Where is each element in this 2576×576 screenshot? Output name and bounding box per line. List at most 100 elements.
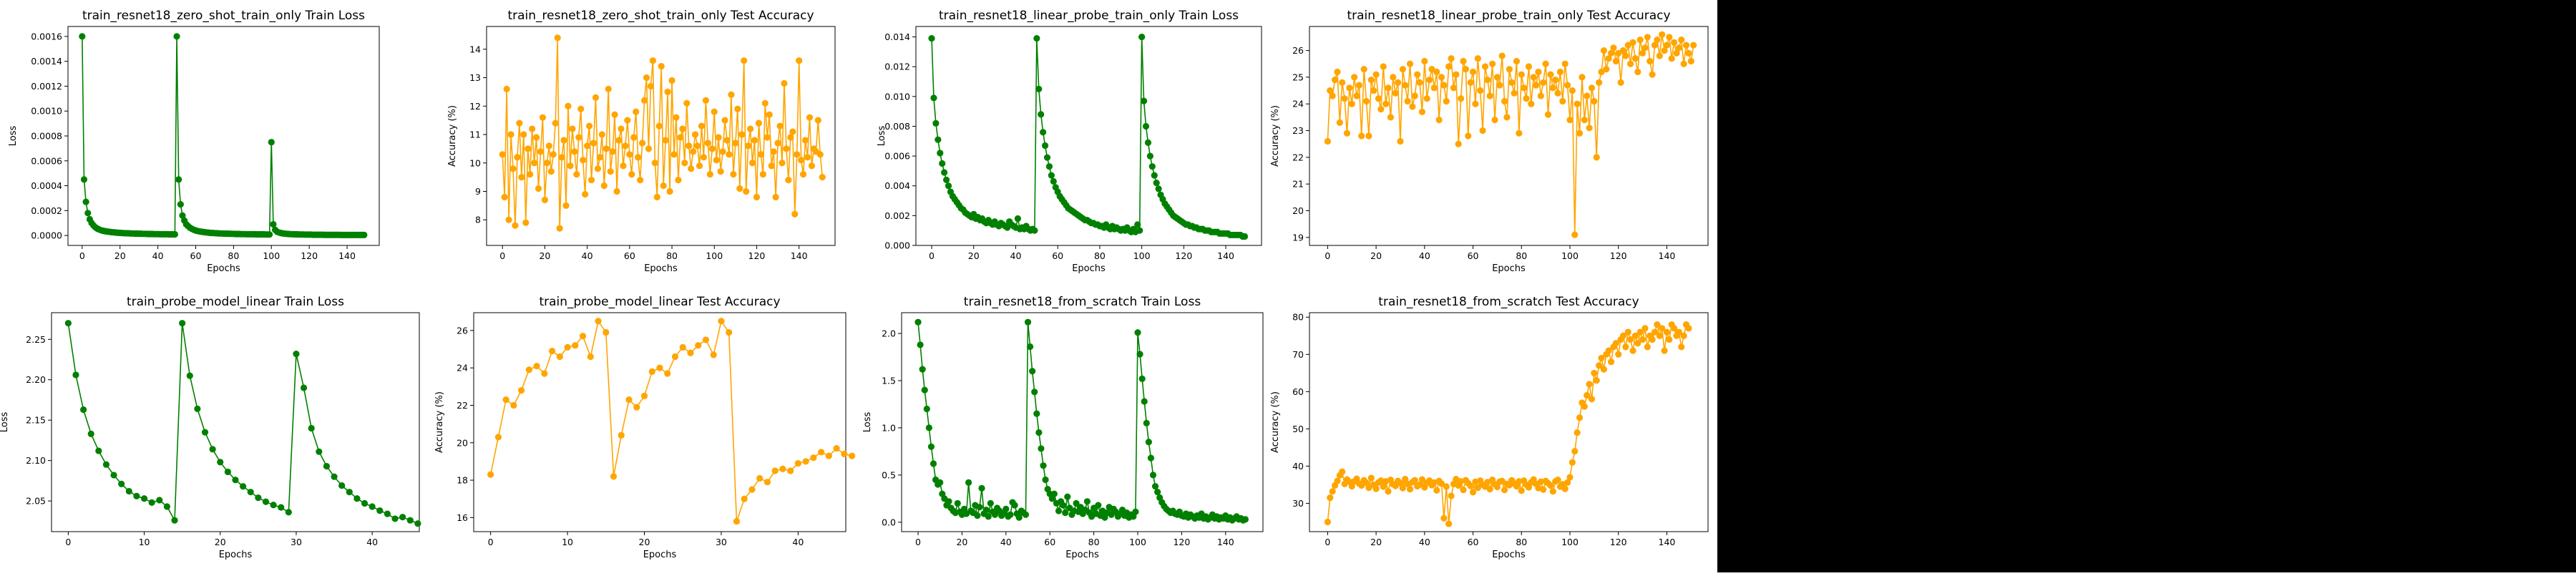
data-point — [626, 151, 633, 158]
data-point — [1418, 476, 1426, 483]
data-point — [741, 57, 748, 64]
data-point — [698, 122, 706, 130]
data-point — [1033, 35, 1040, 42]
data-point — [1629, 39, 1636, 46]
x-tick-label: 120 — [1610, 537, 1627, 547]
data-point — [595, 318, 602, 325]
data-point — [794, 151, 801, 158]
data-point — [965, 479, 972, 487]
data-point — [572, 342, 579, 349]
x-tick-label: 20 — [1370, 537, 1382, 547]
x-axis-label: Epochs — [1072, 263, 1106, 274]
y-tick-label: 0.002 — [884, 210, 910, 221]
data-point — [1409, 103, 1416, 110]
data-point — [1149, 472, 1157, 479]
data-point — [1460, 487, 1467, 494]
y-tick-label: 11 — [469, 130, 481, 140]
data-point — [361, 231, 368, 238]
data-point — [942, 176, 950, 184]
chart-panel-8: train_resnet18_from_scratch Test Accurac… — [1270, 295, 1709, 560]
data-point — [585, 122, 593, 130]
x-tick-label: 120 — [748, 250, 766, 261]
data-point — [84, 210, 92, 217]
data-point — [1690, 42, 1697, 49]
y-tick-label: 0.000 — [884, 240, 910, 251]
x-tick-label: 20 — [956, 537, 967, 547]
data-point — [1678, 343, 1685, 351]
data-point — [1138, 375, 1146, 382]
data-point — [1598, 68, 1605, 76]
data-point — [547, 168, 555, 175]
data-point — [1680, 60, 1687, 67]
data-point — [1458, 95, 1465, 102]
x-tick-label: 60 — [190, 250, 202, 261]
data-point — [1561, 60, 1568, 67]
data-point — [1138, 33, 1146, 41]
data-point — [201, 429, 209, 436]
data-point — [562, 202, 570, 209]
figure-svg: train_resnet18_zero_shot_train_only Trai… — [0, 9, 1709, 560]
data-point — [602, 328, 610, 336]
data-point — [1145, 439, 1152, 446]
data-point — [1675, 328, 1682, 336]
data-point — [726, 328, 733, 336]
data-point — [814, 117, 821, 124]
data-point — [384, 510, 391, 517]
data-point — [587, 177, 595, 184]
x-tick-label: 60 — [1044, 537, 1055, 547]
y-tick-label: 0.0012 — [31, 81, 62, 92]
data-point — [1576, 130, 1584, 137]
data-point — [1392, 482, 1399, 489]
data-point — [710, 351, 717, 358]
data-point — [1324, 137, 1331, 145]
data-point — [1367, 474, 1375, 482]
data-point — [622, 142, 629, 150]
chart-panel-1: train_resnet18_zero_shot_train_only Trai… — [8, 9, 380, 274]
x-tick-label: 0 — [929, 250, 935, 261]
plot-frame — [915, 26, 1262, 246]
data-point — [1346, 84, 1353, 92]
data-point — [1134, 329, 1141, 336]
data-point — [1496, 82, 1503, 89]
data-point — [1040, 462, 1047, 469]
data-point — [613, 187, 620, 195]
data-point — [1060, 502, 1067, 509]
data-point — [736, 185, 743, 192]
y-tick-label: 20 — [1292, 205, 1304, 216]
data-point — [982, 507, 990, 514]
x-tick-label: 20 — [114, 250, 126, 261]
data-point — [346, 489, 353, 496]
data-point — [991, 511, 999, 518]
data-point — [1591, 369, 1598, 376]
data-point — [945, 498, 952, 505]
y-tick-label: 10 — [469, 157, 481, 168]
data-point — [1033, 410, 1040, 417]
data-point — [1634, 340, 1641, 347]
data-point — [1341, 95, 1348, 102]
y-tick-label: 0.008 — [884, 121, 910, 132]
data-point — [1029, 368, 1036, 375]
data-point — [1324, 518, 1331, 526]
data-point — [1629, 347, 1636, 354]
data-point — [1343, 130, 1351, 137]
data-point — [1518, 71, 1525, 78]
data-point — [1399, 66, 1406, 73]
data-point — [1083, 498, 1091, 505]
data-point — [1448, 55, 1455, 62]
data-point — [571, 148, 578, 155]
data-point — [1540, 79, 1547, 86]
x-tick-label: 100 — [263, 250, 280, 261]
data-point — [1566, 117, 1574, 124]
data-point — [1406, 486, 1414, 493]
chart-panel-3: train_resnet18_linear_probe_train_only T… — [877, 9, 1262, 274]
data-point — [1584, 391, 1591, 399]
data-point — [502, 396, 509, 404]
data-point — [693, 142, 701, 150]
y-tick-label: 16 — [457, 512, 468, 523]
data-point — [531, 160, 538, 167]
y-tick-label: 2.25 — [26, 334, 46, 345]
data-point — [179, 212, 186, 219]
data-point — [1685, 325, 1692, 332]
data-point — [1443, 483, 1450, 490]
data-point — [1622, 343, 1629, 351]
